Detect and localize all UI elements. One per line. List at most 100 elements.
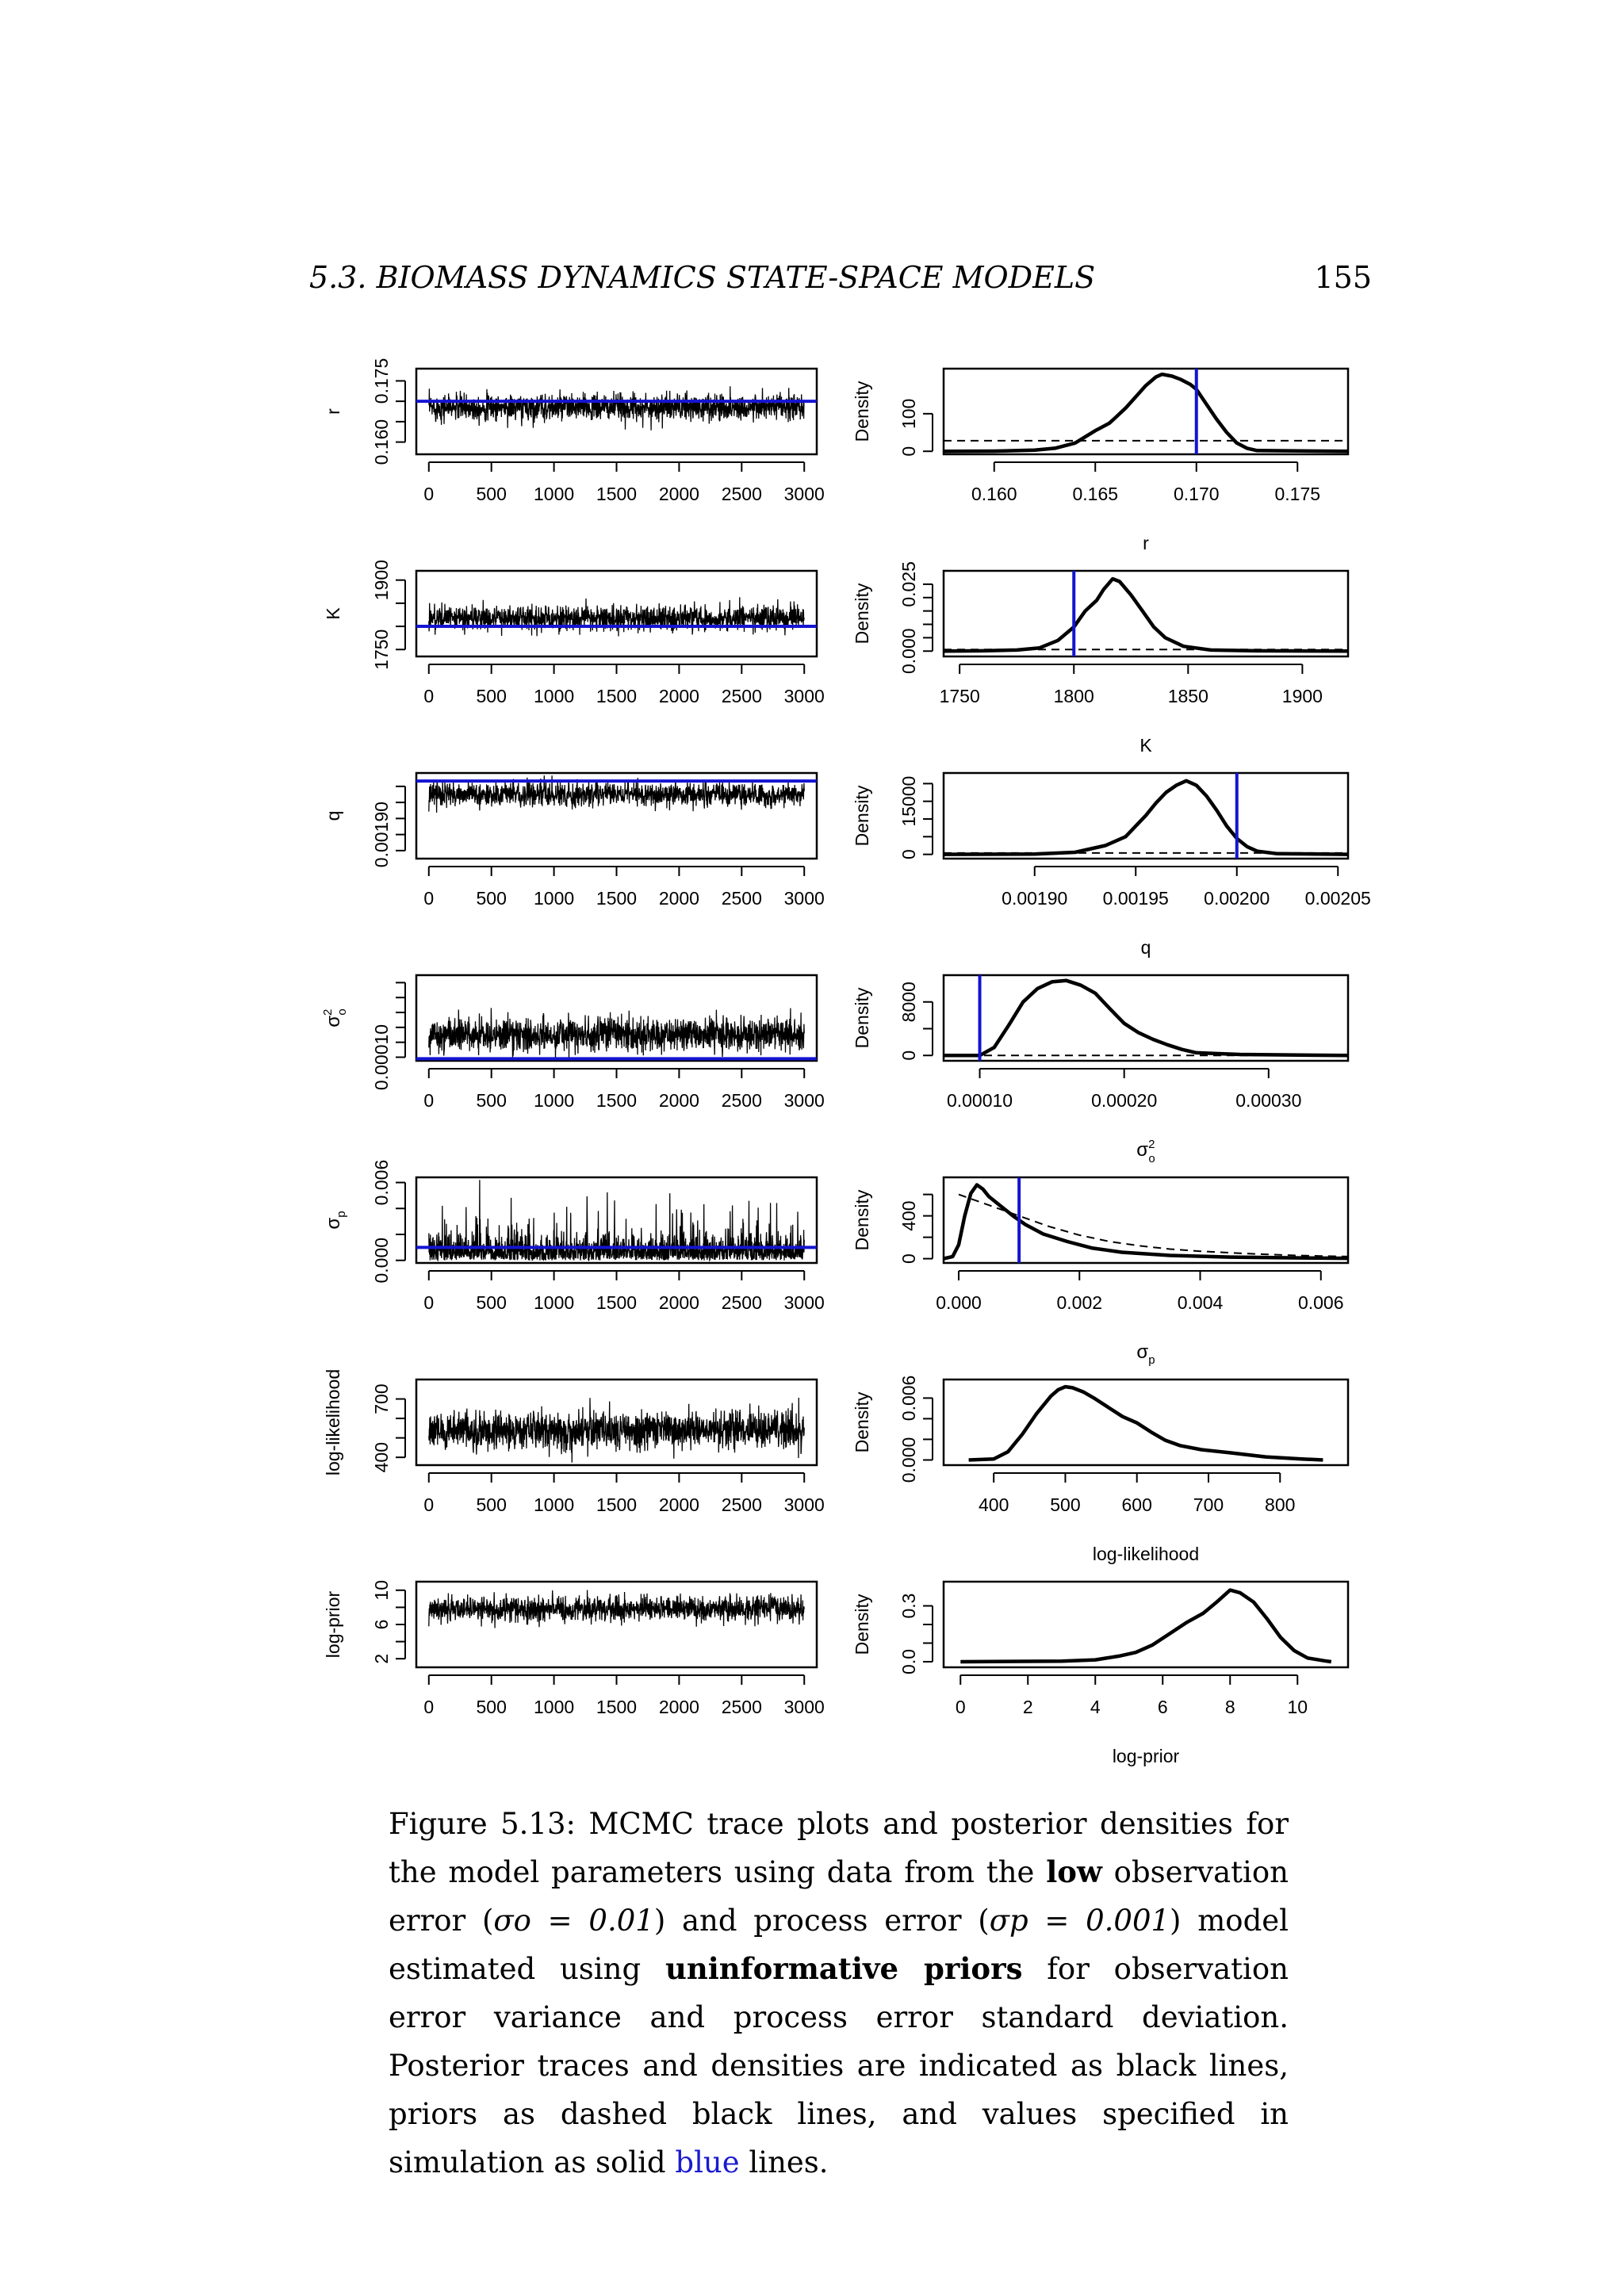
caption-text-2: observation error ( — [389, 1855, 1289, 1938]
density-6-x-tick-label: 10 — [1287, 1697, 1308, 1717]
trace-5-x-tick-label: 2500 — [722, 1494, 762, 1515]
density-0-xlabel: r — [1143, 533, 1149, 553]
density-1-frame — [942, 569, 1350, 658]
trace-1-x-tick-label: 2500 — [722, 686, 762, 706]
trace-0-frame — [415, 367, 818, 456]
trace-5-x-tick-label: 3000 — [784, 1494, 825, 1515]
trace-6-x-tick-label: 1000 — [534, 1697, 574, 1717]
density-6-frame — [942, 1580, 1350, 1669]
page-header: 5.3. BIOMASS DYNAMICS STATE-SPACE MODELS… — [309, 260, 1372, 308]
density-1-xlabel: K — [1139, 735, 1152, 756]
running-title: 5.3. BIOMASS DYNAMICS STATE-SPACE MODELS — [309, 260, 1096, 295]
density-2-density-line — [943, 779, 1349, 856]
trace-5-x-tick-label: 1000 — [534, 1494, 574, 1515]
trace-6-x-tick-label: 2500 — [722, 1697, 762, 1717]
density-2-frame — [942, 771, 1350, 860]
trace-4-x-tick-label: 1000 — [534, 1292, 574, 1313]
density-2-y-tick-label: 0 — [898, 849, 919, 859]
figure-caption: Figure 5.13: MCMC trace plots and poster… — [389, 1800, 1289, 2187]
density-2-xlabel: q — [1141, 937, 1151, 958]
density-2-x-tick-label: 0.00195 — [1103, 888, 1169, 909]
density-1-x-tick-label: 1750 — [940, 686, 980, 706]
density-0-y-tick-label: 0 — [898, 446, 919, 457]
density-5-y-tick-label: 0.000 — [898, 1437, 919, 1483]
density-1-y-tick-label: 0.025 — [898, 561, 919, 607]
trace-5-x-tick-label: 0 — [423, 1494, 434, 1515]
density-5-x-tick-label: 500 — [1050, 1494, 1080, 1515]
density-2-x-tick-label: 0.00205 — [1305, 888, 1371, 909]
trace-6-x-tick-label: 1500 — [596, 1697, 637, 1717]
density-5-x-tick-label: 700 — [1193, 1494, 1224, 1515]
density-3-x-tick-label: 0.00010 — [947, 1090, 1013, 1111]
trace-3-x-tick-label: 500 — [477, 1090, 507, 1111]
caption-blue-word: blue — [675, 2145, 740, 2179]
trace-4-x-tick-label: 3000 — [784, 1292, 825, 1313]
density-1-density-line — [943, 576, 1349, 653]
density-6-y-tick-label: 0.3 — [898, 1594, 919, 1619]
density-6-y-tick-label: 0.0 — [898, 1649, 919, 1674]
trace-5-x-tick-label: 500 — [477, 1494, 507, 1515]
density-0-ylabel: Density — [852, 381, 872, 442]
caption-text-1: MCMC trace plots and posterior densities… — [389, 1807, 1289, 1889]
trace-4-ylabel: σp — [323, 1211, 348, 1229]
density-5-density-line — [968, 1384, 1323, 1462]
density-2-x-tick-label: 0.00190 — [1002, 888, 1067, 909]
density-4-frame — [942, 1176, 1350, 1265]
trace-2-ylabel: q — [323, 811, 343, 821]
trace-3-ylabel: σ2o — [321, 1008, 349, 1027]
density-3-density-line — [944, 978, 1349, 1058]
density-5-x-tick-label: 400 — [979, 1494, 1009, 1515]
trace-5-y-tick-label: 400 — [371, 1442, 392, 1472]
density-4-x-tick-label: 0.000 — [936, 1292, 982, 1313]
trace-4-y-tick-label: 0.000 — [371, 1238, 392, 1284]
trace-0-ylabel: r — [323, 408, 343, 415]
trace-2-x-tick-label: 0 — [423, 888, 434, 909]
trace-2-x-tick-label: 2500 — [722, 888, 762, 909]
trace-0-x-tick-label: 500 — [477, 484, 507, 504]
density-3-x-tick-label: 0.00030 — [1235, 1090, 1301, 1111]
trace-6-x-tick-label: 500 — [477, 1697, 507, 1717]
density-3-ylabel: Density — [852, 987, 872, 1048]
trace-6-y-tick-label: 2 — [371, 1654, 392, 1664]
density-5-xlabel: log-likelihood — [1093, 1544, 1199, 1564]
trace-3-x-tick-label: 2000 — [659, 1090, 699, 1111]
trace-1-x-tick-label: 3000 — [784, 686, 825, 706]
density-4-x-tick-label: 0.002 — [1056, 1292, 1102, 1313]
trace-1-y-tick-label: 1900 — [371, 560, 392, 600]
trace-2-x-tick-label: 1500 — [596, 888, 637, 909]
density-0-x-tick-label: 0.175 — [1274, 484, 1320, 504]
trace-6-frame — [415, 1580, 818, 1669]
trace-6-ylabel: log-prior — [323, 1590, 343, 1658]
trace-1-y-tick-label: 1750 — [371, 629, 392, 670]
caption-math-sigma-p: σp = 0.001 — [989, 1904, 1170, 1938]
trace-2-x-tick-label: 2000 — [659, 888, 699, 909]
density-3-x-tick-label: 0.00020 — [1091, 1090, 1157, 1111]
trace-0-x-tick-label: 3000 — [784, 484, 825, 504]
trace-2-frame — [415, 771, 818, 860]
density-2-ylabel: Density — [852, 785, 872, 846]
trace-1-trace-line — [428, 597, 805, 637]
density-0-x-tick-label: 0.160 — [971, 484, 1017, 504]
density-6-x-tick-label: 6 — [1158, 1697, 1168, 1717]
trace-1-x-tick-label: 2000 — [659, 686, 699, 706]
density-6-x-tick-label: 4 — [1090, 1697, 1101, 1717]
density-1-x-tick-label: 1800 — [1054, 686, 1094, 706]
density-1-ylabel: Density — [852, 583, 872, 644]
trace-0-y-tick-label: 0.160 — [371, 419, 392, 465]
trace-2-y-tick-label: 0.00190 — [371, 802, 392, 867]
caption-text-5: for observation error variance and proce… — [389, 1952, 1289, 2179]
trace-6-trace-line — [428, 1590, 805, 1628]
density-0-density-line — [943, 372, 1349, 453]
density-4-x-tick-label: 0.004 — [1178, 1292, 1224, 1313]
density-0-x-tick-label: 0.170 — [1174, 484, 1220, 504]
caption-math-sigma-o: σo = 0.01 — [493, 1904, 654, 1938]
density-2-y-tick-label: 15000 — [898, 776, 919, 827]
trace-4-frame — [415, 1176, 818, 1265]
density-5-y-tick-label: 0.006 — [898, 1376, 919, 1422]
trace-5-frame — [415, 1378, 818, 1467]
density-3-frame — [942, 974, 1350, 1062]
caption-label: Figure 5.13: — [389, 1807, 576, 1841]
trace-5-x-tick-label: 1500 — [596, 1494, 637, 1515]
trace-3-x-tick-label: 0 — [423, 1090, 434, 1111]
density-4-density-line — [943, 1183, 1349, 1261]
